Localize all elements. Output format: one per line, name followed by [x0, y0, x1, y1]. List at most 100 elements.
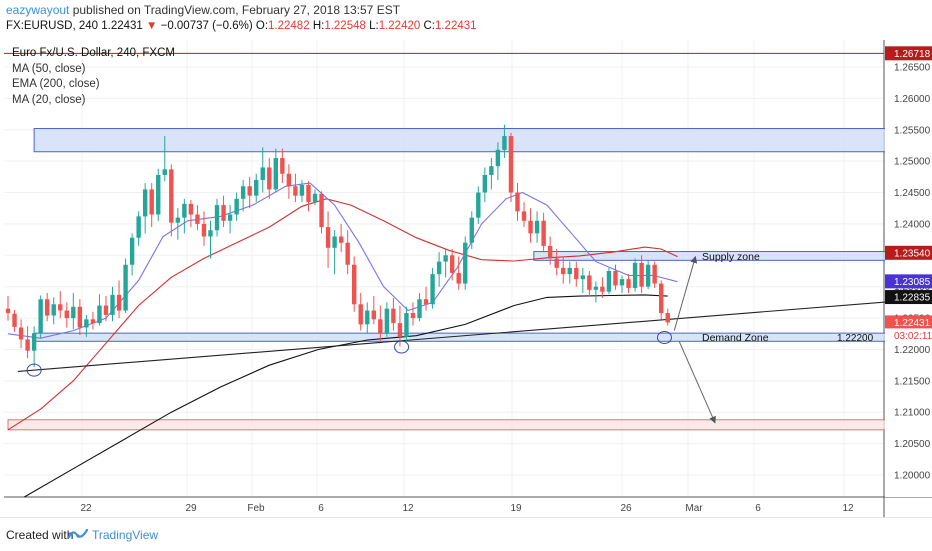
price-label-text: 1.26718	[894, 49, 931, 60]
price-tick-label: 1.22000	[894, 345, 931, 356]
candle-down	[358, 304, 363, 325]
candle-down	[639, 262, 644, 287]
candle-down	[351, 264, 357, 305]
candle-down	[600, 286, 605, 292]
candle-up	[71, 306, 76, 319]
candle-down	[410, 313, 416, 319]
candle-up	[156, 174, 161, 215]
candle-down	[293, 186, 298, 196]
highlight-circle	[656, 331, 672, 345]
candle-down	[554, 258, 559, 268]
candle-up	[502, 136, 507, 150]
legend-ma20[interactable]: MA (20, close)	[12, 93, 86, 106]
candle-up	[534, 220, 540, 234]
candle-up	[142, 189, 148, 217]
legend-ma50[interactable]: MA (50, close)	[12, 62, 86, 75]
candle-up	[51, 304, 56, 316]
highlight-circle	[394, 340, 410, 354]
candle-up	[182, 203, 187, 218]
candle-up	[417, 299, 422, 319]
tradingview-logo-icon[interactable]	[68, 527, 88, 541]
candle-down	[12, 313, 17, 327]
price-tick-label: 1.25500	[894, 125, 931, 136]
price-tick-label: 1.20000	[894, 471, 931, 482]
candle-down	[58, 304, 63, 311]
last-price: 1.22431	[101, 20, 143, 32]
candle-up	[214, 205, 220, 231]
candle-down	[169, 169, 174, 223]
price-tick-label: 1.20500	[894, 439, 931, 450]
candle-down	[587, 275, 592, 290]
candle-down	[325, 227, 331, 248]
price-tick-label: 1.24500	[894, 188, 931, 199]
time-tick-label: 29	[185, 503, 197, 514]
candle-down	[508, 136, 514, 193]
candle-up	[463, 242, 468, 284]
candle-up	[38, 299, 43, 334]
time-tick-label: 26	[620, 503, 632, 514]
legend-title: Euro Fx/U.S. Dollar, 240, FXCM	[12, 47, 175, 59]
candle-down	[64, 310, 69, 319]
high-value: 1.22548	[324, 20, 366, 32]
price-tick-label: 1.24000	[894, 219, 931, 230]
candle-up	[430, 274, 435, 305]
candle-down	[659, 283, 664, 314]
candle-down	[77, 306, 83, 328]
candle-down	[391, 308, 396, 324]
candle-up	[110, 294, 115, 315]
candle-up	[436, 261, 442, 275]
candle-down	[449, 255, 455, 273]
legend-ema200[interactable]: EMA (200, close)	[12, 78, 100, 90]
author-link[interactable]: eazywayout	[6, 3, 70, 17]
price-axis-area	[885, 40, 932, 497]
candle-down	[280, 158, 285, 174]
candle-up	[208, 230, 213, 237]
candle-up	[227, 214, 233, 221]
candle-up	[567, 267, 572, 275]
price-label-text: 1.23085	[894, 277, 931, 288]
price-tick-label: 1.21500	[894, 376, 931, 387]
price-tick-label: 1.25000	[894, 157, 931, 168]
zone-label-supply: Supply zone	[702, 251, 760, 263]
candle-down	[201, 223, 207, 237]
open-value: 1.22482	[268, 20, 310, 32]
candle-up	[476, 192, 481, 218]
open-label: O:	[255, 20, 269, 32]
candle-down	[521, 211, 527, 221]
candle-down	[18, 327, 24, 340]
candle-down	[515, 192, 520, 212]
candle-down	[286, 173, 292, 187]
created-with-text: Created with	[6, 528, 74, 542]
candle-down	[247, 186, 252, 196]
price-label-text: 1.22431	[894, 318, 931, 329]
candle-up	[175, 217, 181, 223]
price-chart[interactable]: Supply zone Demand Zone 1.22200 1.26500 1.26…	[4, 40, 932, 517]
chart-frame[interactable]: Supply zone Demand Zone 1.22200 1.26500 1.26…	[4, 40, 932, 517]
tradingview-brand-link[interactable]: TradingView	[92, 528, 159, 542]
published-text: published on TradingView.com, February 2…	[69, 3, 401, 17]
candle-up	[260, 167, 265, 180]
candle-up	[384, 308, 390, 334]
candle-down	[574, 267, 579, 280]
price-tick-label: 1.26500	[894, 63, 931, 74]
time-tick-label: Feb	[247, 503, 265, 514]
chart-legend: Euro Fx/U.S. Dollar, 240, FXCM MA (50, c…	[12, 46, 175, 108]
candle-down	[116, 294, 122, 311]
candle-down	[149, 189, 154, 215]
time-tick-label: 12	[842, 503, 854, 514]
close-value: 1.22431	[434, 20, 477, 32]
candle-down	[652, 264, 657, 284]
ohlc-line: FX:EURUSD, 240 1.22431 ▼ −0.00737 (−0.6%…	[6, 20, 477, 32]
candle-down	[613, 271, 618, 286]
candle-up	[606, 271, 612, 292]
candle-up	[332, 236, 337, 248]
candle-up	[136, 216, 141, 238]
candle-down	[5, 308, 11, 314]
plot-background	[4, 40, 932, 517]
candle-down	[528, 220, 533, 234]
candle-down	[44, 299, 50, 316]
candle-down	[541, 220, 546, 246]
candle-up	[97, 305, 102, 324]
candle-down	[371, 310, 376, 320]
low-label: L:	[369, 20, 379, 32]
